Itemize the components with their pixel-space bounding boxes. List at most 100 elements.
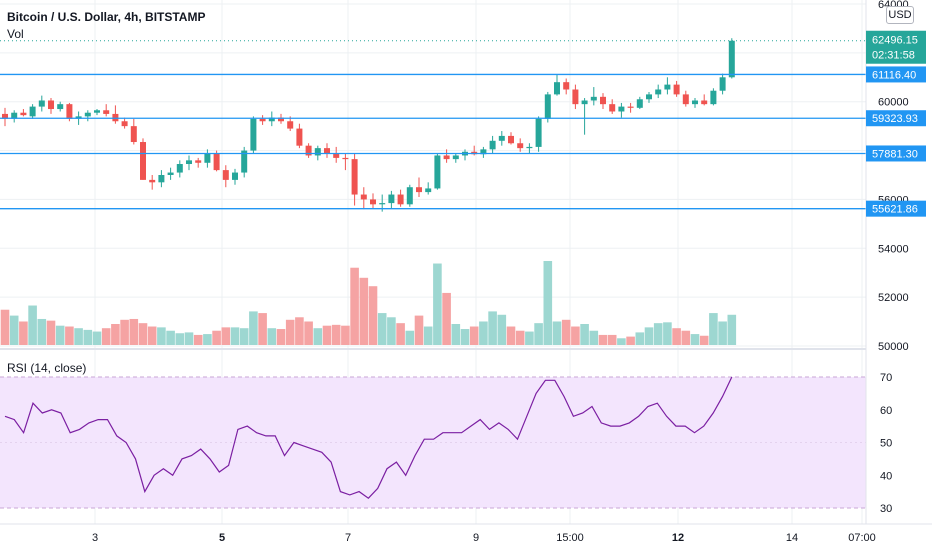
candle[interactable] <box>305 145 312 156</box>
time-axis[interactable] <box>0 524 866 550</box>
last-price-tag[interactable] <box>866 30 926 64</box>
price-pane[interactable] <box>0 0 866 346</box>
candle[interactable] <box>296 128 303 146</box>
candle[interactable] <box>29 106 36 117</box>
candle[interactable] <box>627 106 634 108</box>
candle[interactable] <box>379 203 386 205</box>
candle[interactable] <box>655 89 662 95</box>
candle[interactable] <box>186 160 192 165</box>
candle[interactable] <box>84 112 91 117</box>
candle[interactable] <box>250 118 257 151</box>
candle[interactable] <box>636 99 643 108</box>
candle[interactable] <box>213 153 220 171</box>
candle[interactable] <box>20 112 27 116</box>
candle[interactable] <box>167 172 174 175</box>
candle[interactable] <box>692 100 698 105</box>
volume-bar <box>534 323 543 345</box>
candle[interactable] <box>581 100 588 105</box>
candle[interactable] <box>11 112 18 119</box>
candle[interactable] <box>590 96 597 101</box>
volume-bar <box>644 327 654 345</box>
candle[interactable] <box>498 135 505 141</box>
candle[interactable] <box>149 179 156 183</box>
candle[interactable] <box>333 153 340 158</box>
candle[interactable] <box>526 146 533 149</box>
candle[interactable] <box>314 148 321 156</box>
candle[interactable] <box>664 84 671 90</box>
price-level-tag[interactable] <box>866 110 926 127</box>
candle[interactable] <box>48 100 54 110</box>
candle[interactable] <box>259 118 266 122</box>
candle[interactable] <box>554 82 560 95</box>
candle[interactable] <box>544 94 551 119</box>
candle[interactable] <box>268 117 275 122</box>
candle[interactable] <box>618 106 625 112</box>
candle[interactable] <box>370 199 376 205</box>
candle[interactable] <box>103 110 110 114</box>
volume-bar <box>423 326 433 345</box>
candle[interactable] <box>701 100 708 105</box>
candle[interactable] <box>673 84 680 95</box>
candle[interactable] <box>600 96 606 105</box>
candle[interactable] <box>38 100 45 107</box>
candle[interactable] <box>563 82 570 90</box>
symbol-title[interactable]: Bitcoin / U.S. Dollar, 4h, BITSTAMP <box>7 10 206 24</box>
candle[interactable] <box>360 194 367 200</box>
currency-badge[interactable]: USD <box>886 6 914 24</box>
candle[interactable] <box>130 126 137 143</box>
candle[interactable] <box>508 135 514 144</box>
candle[interactable] <box>728 40 735 78</box>
candle[interactable] <box>397 194 404 205</box>
candle[interactable] <box>222 170 229 180</box>
candle[interactable] <box>342 157 349 160</box>
candle[interactable] <box>232 172 238 180</box>
volume-bar <box>55 325 65 345</box>
candle[interactable] <box>195 160 202 163</box>
candle[interactable] <box>176 164 183 173</box>
candle[interactable] <box>425 188 432 193</box>
price-level-tag[interactable] <box>866 200 926 217</box>
price-level-tag[interactable] <box>866 145 926 162</box>
candle[interactable] <box>489 140 496 150</box>
volume-bar <box>19 321 28 345</box>
price-level-tag[interactable] <box>866 66 926 83</box>
candle[interactable] <box>416 187 422 193</box>
volume-bar <box>617 338 626 345</box>
volume-bar <box>653 323 663 345</box>
candle[interactable] <box>140 142 146 180</box>
candle[interactable] <box>406 187 413 205</box>
candle[interactable] <box>241 150 248 173</box>
candle[interactable] <box>324 148 330 154</box>
candle[interactable] <box>710 90 717 105</box>
rsi-tick-label: 70 <box>880 372 892 384</box>
candle[interactable] <box>278 117 284 122</box>
candle[interactable] <box>682 94 689 105</box>
candle[interactable] <box>609 104 616 112</box>
candle[interactable] <box>2 113 8 119</box>
candle[interactable] <box>94 110 100 113</box>
candle[interactable] <box>158 175 165 183</box>
candle[interactable] <box>517 143 524 149</box>
candle[interactable] <box>351 159 358 195</box>
volume-bar <box>120 319 129 345</box>
candle[interactable] <box>719 77 726 91</box>
candle[interactable] <box>57 104 64 110</box>
candle[interactable] <box>287 121 294 129</box>
rsi-line[interactable] <box>4 376 733 499</box>
candle[interactable] <box>204 153 211 163</box>
candle[interactable] <box>480 149 487 155</box>
volume-bar <box>488 311 497 345</box>
candle[interactable] <box>535 118 542 147</box>
candle[interactable] <box>121 121 128 127</box>
candle[interactable] <box>646 94 652 100</box>
candle[interactable] <box>434 155 441 189</box>
volume-label[interactable]: Vol <box>7 27 24 41</box>
candle[interactable] <box>572 89 579 105</box>
candle[interactable] <box>388 194 395 204</box>
rsi-label[interactable]: RSI (14, close) <box>7 361 87 375</box>
price-axis[interactable] <box>866 0 932 550</box>
candle[interactable] <box>443 155 450 160</box>
candle[interactable] <box>66 104 73 119</box>
candle[interactable] <box>452 155 459 160</box>
